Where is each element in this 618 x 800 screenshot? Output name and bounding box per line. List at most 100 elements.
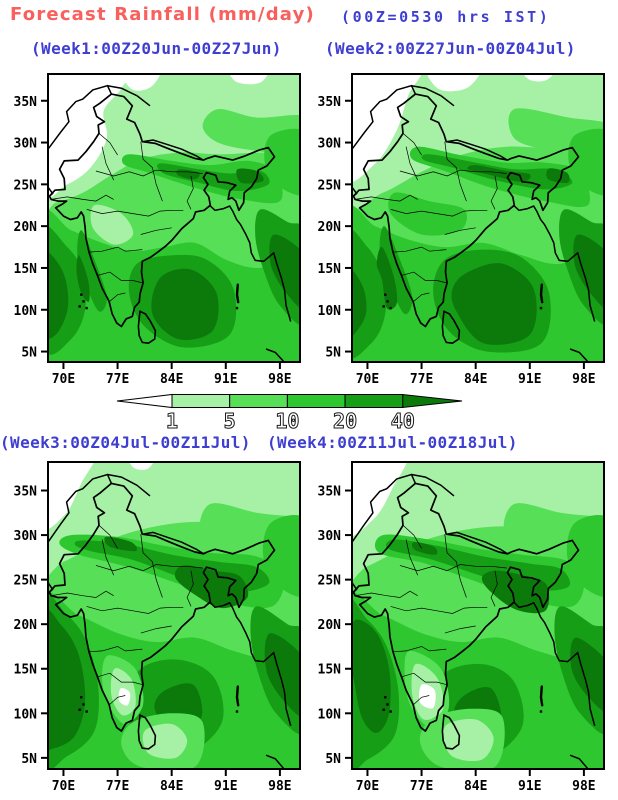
contour-band-c5 [174,565,249,609]
state-boundary [140,534,163,598]
time-reference-note: (00Z=0530 hrs IST) [341,8,551,26]
sri-lanka-outline [137,713,157,750]
week3-rainfall-map: 70E 77E 84E 91E 98E 35N 30N 25N 20N 15N 10N 5N [14,461,301,794]
y-tick-label: 25N [318,178,342,193]
state-boundary [444,141,467,202]
state-boundary [98,525,118,549]
y-tick-label: 15N [318,663,342,678]
sri-lanka-outline [441,310,461,345]
state-boundary [109,292,126,302]
y-tick-label: 35N [14,485,38,500]
state-boundary [401,672,448,686]
colorbar-segment-1-5 [171,394,231,408]
week2-rainfall-map: 70E 77E 84E 91E 98E 35N 30N 25N 20N 15N 10N 5N [318,73,605,387]
island-dot [85,710,88,713]
week4-rainfall-map: 70E 77E 84E 91E 98E 35N 30N 25N 20N 15N 10N 5N [318,461,605,794]
state-boundary [109,695,126,705]
map-frame [351,73,605,363]
country-border [107,84,151,107]
state-boundary [402,133,422,156]
state-boundary [95,169,203,177]
island-dot [85,306,88,310]
island-dot [78,708,81,711]
island-dot [80,696,83,699]
contour-band-c3 [264,128,300,196]
island-dot [382,305,385,308]
island-dot [539,710,543,713]
x-tick-label: 77E [106,372,129,387]
state-boundary [413,292,430,302]
contour-band-c1 [48,462,300,576]
y-tick-label: 20N [318,220,342,235]
island-dot [82,300,85,303]
y-tick-label: 30N [14,137,38,152]
contour-band-c1 [48,74,300,212]
country-border [48,473,113,543]
y-tick-label: 35N [14,95,38,110]
contour-band-c1 [90,204,134,245]
india-outline [48,93,276,328]
country-border [513,601,596,726]
y-tick-label: 5N [325,752,341,767]
country-border [209,601,292,726]
x-tick-label: 84E [160,779,183,794]
x-tick-label: 98E [268,779,291,794]
country-border [446,531,508,555]
x-tick-label: 91E [518,779,541,794]
y-tick-label: 20N [14,618,38,633]
contour-band-c4 [379,226,413,315]
country-border [352,84,417,150]
x-tick-label: 84E [160,372,183,387]
andaman-islands [539,283,544,304]
contour-band-c1 [352,74,604,210]
state-boundary [101,146,115,181]
country-border [48,84,113,150]
state-boundary [101,539,115,576]
map-frame [351,461,605,770]
x-tick-label: 98E [268,372,291,387]
contour-band-c5 [76,255,90,302]
contour-band-c3 [566,515,604,597]
contour-band-c5 [352,269,367,337]
contour-band-c0 [48,462,94,530]
country-border [411,84,455,107]
country-border [107,473,151,497]
contour-band-c0 [48,74,133,199]
y-tick-label: 20N [14,220,38,235]
y-tick-label: 30N [318,529,342,544]
x-tick-label: 91E [518,372,541,387]
rainfall-field [352,74,604,362]
x-tick-label: 84E [464,372,487,387]
state-boundary [140,227,172,235]
x-tick-label: 70E [52,779,75,794]
panel-title-week3: (Week3:00Z04Jul-00Z11Jul) [0,433,251,452]
contour-band-c0 [118,688,131,706]
y-tick-label: 20N [318,618,342,633]
contour-band-c5 [269,234,300,309]
island-dot [389,710,392,713]
country-border [446,139,508,161]
contour-band-c0 [352,74,422,182]
state-boundary [405,539,419,576]
island-dot [386,300,389,303]
state-boundary [490,175,498,210]
state-boundary [86,209,184,217]
y-tick-label: 10N [318,707,342,722]
country-border [209,204,292,322]
rainfall-field [48,462,300,769]
island-dot [386,703,389,706]
state-boundary [186,175,194,210]
state-boundary [392,646,447,653]
contour-band-c3 [262,515,300,597]
state-boundary [88,646,143,653]
sri-lanka-outline [137,310,157,345]
island-dot [78,305,81,308]
rainfall-field [352,462,604,769]
y-tick-label: 10N [318,304,342,319]
state-boundary [401,271,448,284]
contour-band-c4 [352,229,387,359]
panel-title-week1: (Week1:00Z20Jun-00Z27Jun) [31,39,282,58]
contour-band-c4 [77,230,107,312]
rainfall-colorbar: 1 5 10 20 40 [116,393,463,432]
